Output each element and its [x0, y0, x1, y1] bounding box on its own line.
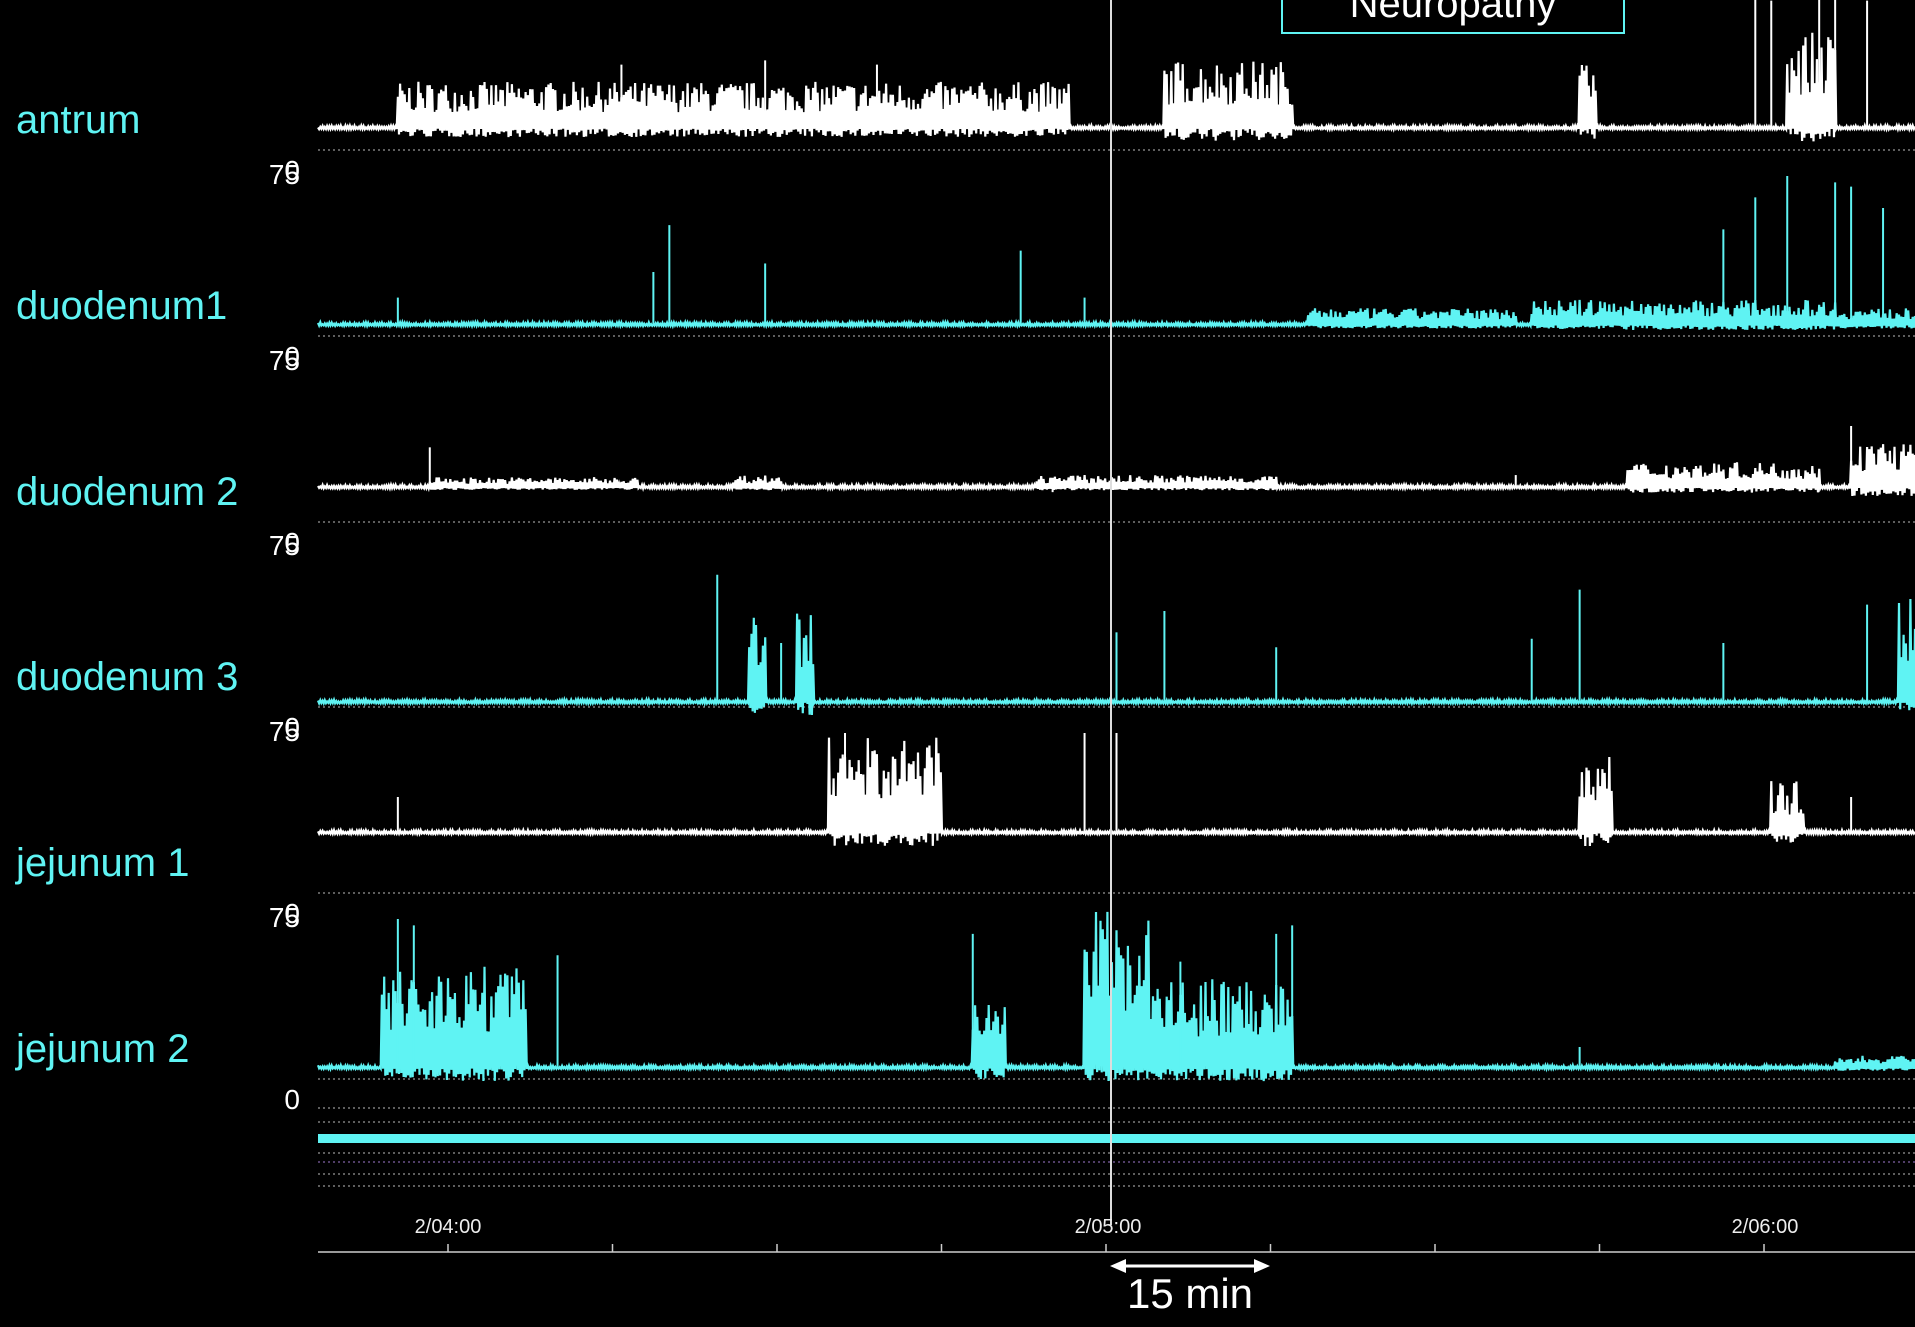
series-trace-0: [317, 32, 1915, 142]
y-tick-label: 75: [268, 902, 300, 933]
marker-band: [318, 1134, 1915, 1143]
y-tick-label: 0: [284, 898, 300, 929]
x-tick-label: 2/04:00: [414, 1216, 482, 1238]
y-tick-label: 75: [240, 0, 300, 4]
scale-bar-label: 15 min: [1126, 1270, 1254, 1317]
series-trace-2: [317, 444, 1915, 497]
series-trace-1: [316, 299, 1915, 330]
y-tick-label: 75: [268, 530, 300, 561]
channel-label: jejunum 1: [16, 841, 190, 885]
channel-label: duodenum 2: [16, 470, 239, 514]
x-tick-label: 2/06:00: [1731, 1216, 1799, 1238]
y-tick-label: 0: [284, 341, 300, 372]
channel-label: jejunum 2: [16, 1027, 190, 1071]
channel-label: antrum: [16, 98, 141, 142]
channel-label: duodenum1: [16, 284, 228, 328]
y-tick-label: 75: [268, 716, 300, 747]
y-tick-label: 0: [284, 1084, 300, 1115]
y-tick-label: 75: [268, 345, 300, 376]
y-tick-label: 75: [268, 159, 300, 190]
y-tick-label: 0: [284, 527, 300, 558]
channel-label: duodenum 3: [16, 655, 239, 699]
scale-bar-arrowhead: [1254, 1259, 1270, 1273]
series-trace-5: [316, 911, 1915, 1082]
scale-bar-arrowhead: [1110, 1259, 1126, 1273]
x-tick-label: 2/05:00: [1074, 1216, 1142, 1238]
neuropathy-annotation: Neuropathy: [1281, 0, 1625, 34]
y-tick-label: 0: [284, 712, 300, 743]
y-tick-label: 0: [284, 155, 300, 186]
